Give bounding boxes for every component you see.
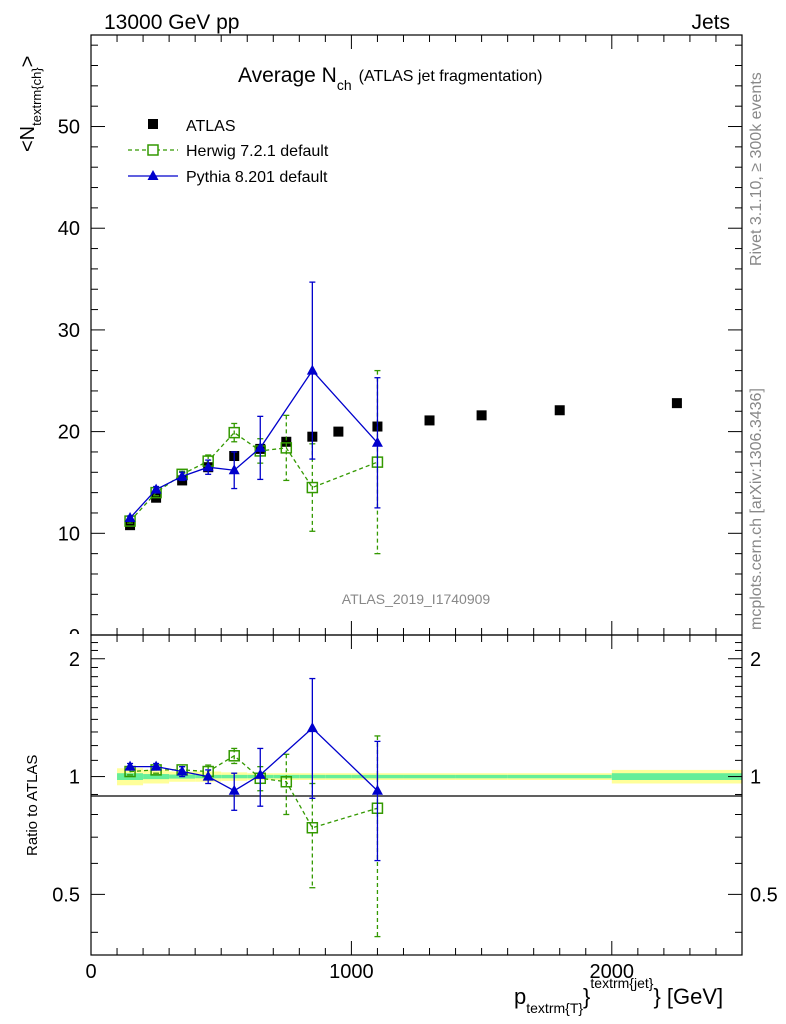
atlas-point [671, 398, 682, 409]
ratio-frame [90, 634, 743, 956]
main-y-tick-label: 20 [58, 422, 80, 444]
pythia-ratio-line [130, 727, 378, 792]
pythia-point [228, 464, 240, 475]
chart-title-main: Average N [238, 64, 337, 87]
ratio-ticks: 0.5 0.5 1 1 2 2 [52, 635, 778, 955]
pythia-point [254, 441, 266, 452]
herwig-ratio-point [228, 750, 240, 762]
legend-item-atlas: ATLAS [148, 118, 236, 135]
pythia-ratio-point [150, 760, 162, 771]
legend: ATLAS Herwig 7.2.1 default Pythia 8.201 … [128, 118, 329, 186]
main-y-tick-label: 50 [58, 117, 80, 139]
pythia-point [371, 436, 383, 447]
x-tick-labels: 0 1000 2000 [85, 961, 634, 983]
atlas-point [333, 426, 344, 437]
watermark: ATLAS_2019_I1740909 [342, 591, 491, 607]
main-panel: 10 20 30 40 50 0 Average Nch (ATLAS jet fragme… [17, 34, 743, 648]
ratio-series [124, 677, 384, 938]
pythia-ratio-point [124, 760, 136, 771]
atlas-point [424, 415, 435, 426]
main-ticks: 10 20 30 40 50 0 [58, 35, 743, 648]
herwig-point [280, 442, 293, 454]
legend-item-pythia: Pythia 8.201 default [128, 169, 328, 186]
legend-item-herwig: Herwig 7.2.1 default [128, 143, 329, 160]
legend-marker-herwig [147, 144, 159, 156]
ratio-panel: 0.5 0.5 1 1 2 2 Ratio to ATLAS [24, 634, 778, 956]
ratio-band-inner [611, 773, 742, 780]
y-axis-label-ratio: Ratio to ATLAS [24, 755, 41, 856]
chart-title-sub: ch [337, 77, 352, 93]
main-series [124, 281, 682, 555]
pythia-point [306, 364, 318, 375]
main-y-tick-label-zero: 0 [69, 626, 80, 648]
legend-label-atlas: ATLAS [186, 118, 236, 135]
x-tick-label: 2000 [590, 961, 635, 983]
main-y-tick-label: 30 [58, 320, 80, 342]
main-y-tick-label: 10 [58, 523, 80, 545]
legend-marker-atlas [148, 119, 158, 129]
rivet-label: Rivet 3.1.10, ≥ 300k events [748, 72, 765, 266]
x-tick-label: 1000 [329, 961, 374, 983]
mcplots-label: mcplots.cern.ch [arXiv:1306.3436] [748, 388, 765, 630]
pythia-ratio-point [306, 722, 318, 733]
main-y-tick-label: 40 [58, 218, 80, 240]
header-right: Jets [691, 11, 730, 34]
y-axis-label-main: <Ntextrm{ch}> [17, 56, 44, 152]
herwig-point [306, 481, 319, 494]
atlas-point [125, 520, 136, 531]
ratio-y-tick-label: 1 [69, 767, 80, 789]
ratio-y-tick-label: 0.5 [52, 884, 80, 906]
herwig-ratio-line [130, 754, 378, 829]
atlas-point [281, 436, 292, 447]
pythia-line [129, 369, 378, 519]
pythia-point [150, 483, 162, 494]
ratio-y-tick-label-right: 1 [750, 767, 761, 789]
legend-label-pythia: Pythia 8.201 default [186, 169, 328, 186]
ratio-band-inner [325, 774, 352, 779]
pythia-point [124, 512, 136, 523]
pythia-ratio-point [371, 784, 383, 795]
herwig-ratio-point [306, 821, 319, 834]
x-tick-label: 0 [85, 961, 96, 983]
pythia-ratio-point [202, 770, 214, 781]
header-left: 13000 GeV pp [104, 11, 239, 34]
ratio-band-inner [143, 774, 170, 780]
pythia-ratio-point [228, 784, 240, 795]
ratio-band-inner [507, 774, 612, 779]
herwig-point [228, 426, 240, 439]
ratio-y-tick-label-right: 2 [750, 649, 761, 671]
ratio-band-inner [455, 774, 508, 779]
legend-marker-pythia [147, 170, 159, 180]
atlas-point [476, 410, 487, 421]
pythia-point [176, 470, 188, 481]
atlas-point [554, 405, 565, 416]
herwig-ratio-point [280, 775, 293, 788]
chart-title: Average Nch (ATLAS jet fragmentation) [238, 64, 542, 93]
legend-label-herwig: Herwig 7.2.1 default [186, 143, 329, 160]
ratio-band-inner [403, 774, 456, 779]
herwig-line [129, 431, 378, 522]
pythia-ratio-point [254, 768, 266, 779]
x-axis-label: ptextrm{T}}textrm{jet}} [GeV] [514, 975, 723, 1016]
ratio-y-tick-label-right: 0.5 [750, 884, 778, 906]
chart-title-suffix: (ATLAS jet fragmentation) [359, 68, 543, 85]
pythia-point [202, 461, 214, 472]
pythia-ratio-point [176, 765, 188, 776]
ratio-y-tick-label: 2 [69, 649, 80, 671]
